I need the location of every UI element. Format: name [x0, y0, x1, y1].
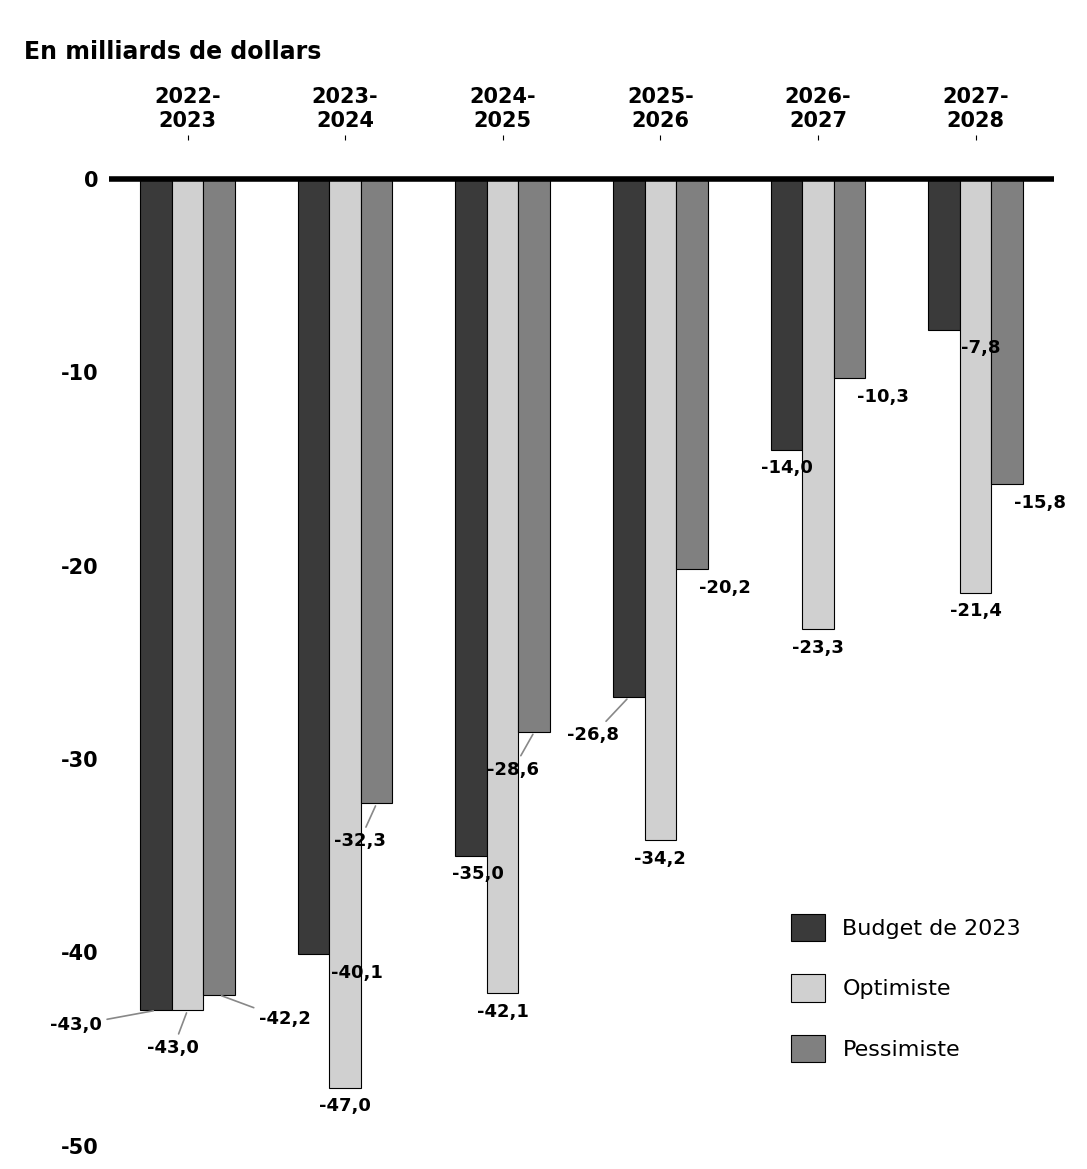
Text: -32,3: -32,3	[334, 805, 386, 850]
Text: -15,8: -15,8	[1014, 494, 1066, 512]
Text: -47,0: -47,0	[320, 1098, 371, 1115]
Bar	[676, 179, 708, 569]
Legend: Budget de 2023, Optimiste, Pessimiste: Budget de 2023, Optimiste, Pessimiste	[770, 892, 1044, 1084]
Bar	[455, 179, 487, 856]
Bar	[613, 179, 645, 697]
Text: -10,3: -10,3	[857, 388, 909, 406]
Bar	[298, 179, 329, 954]
Bar	[928, 179, 960, 330]
Bar	[834, 179, 865, 378]
Bar	[960, 179, 991, 593]
Text: -20,2: -20,2	[699, 579, 751, 597]
Bar	[172, 179, 203, 1010]
Text: -35,0: -35,0	[452, 865, 504, 884]
Text: -21,4: -21,4	[950, 602, 1001, 621]
Text: -14,0: -14,0	[761, 459, 812, 477]
Bar	[645, 179, 676, 841]
Text: -43,0: -43,0	[50, 1011, 153, 1035]
Text: -42,2: -42,2	[222, 996, 311, 1029]
Bar	[771, 179, 802, 450]
Text: -7,8: -7,8	[961, 339, 1001, 358]
Text: -23,3: -23,3	[792, 639, 844, 657]
Bar	[140, 179, 172, 1010]
Text: -28,6: -28,6	[487, 734, 539, 779]
Text: -43,0: -43,0	[147, 1012, 199, 1057]
Bar	[329, 179, 361, 1087]
Bar	[487, 179, 518, 992]
Bar	[361, 179, 392, 803]
Bar	[518, 179, 550, 732]
Text: -34,2: -34,2	[635, 850, 686, 867]
Text: -42,1: -42,1	[477, 1003, 528, 1021]
Text: -40,1: -40,1	[330, 964, 383, 982]
Text: -26,8: -26,8	[567, 699, 627, 745]
Bar	[802, 179, 834, 629]
Bar	[991, 179, 1023, 484]
Bar	[203, 179, 235, 995]
Text: En milliards de dollars: En milliards de dollars	[24, 40, 321, 64]
